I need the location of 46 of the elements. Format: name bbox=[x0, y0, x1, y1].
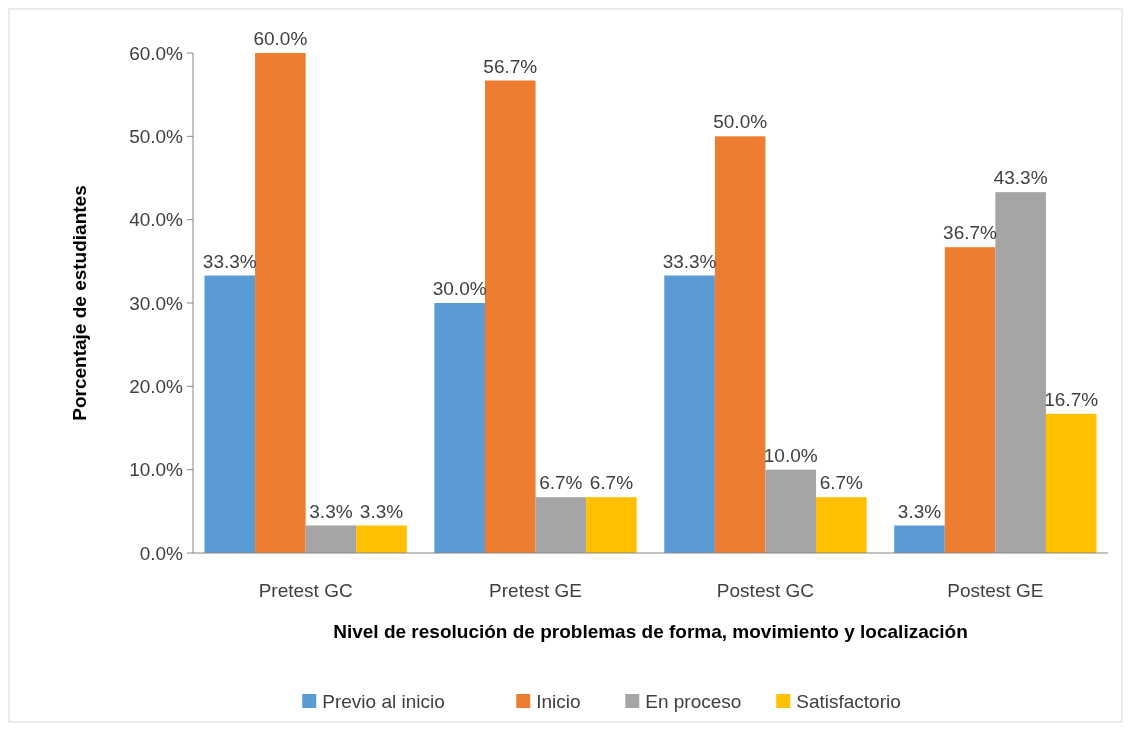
data-label: 6.7% bbox=[539, 472, 583, 494]
bar bbox=[894, 525, 945, 553]
bar bbox=[434, 303, 485, 553]
bar bbox=[356, 525, 407, 553]
bar bbox=[765, 469, 817, 553]
data-label: 50.0% bbox=[713, 111, 768, 133]
data-label: 16.7% bbox=[1044, 388, 1099, 410]
legend-label: En proceso bbox=[645, 691, 742, 712]
bar bbox=[1045, 413, 1097, 553]
bar bbox=[255, 53, 306, 553]
bar bbox=[664, 275, 715, 553]
data-label: 36.7% bbox=[943, 222, 998, 244]
legend-label: Previo al inicio bbox=[322, 691, 445, 712]
legend-label: Satisfactorio bbox=[796, 691, 901, 712]
bar bbox=[204, 275, 256, 553]
x-tick-label: Postest GE bbox=[947, 580, 1044, 601]
y-tick-label: 0.0% bbox=[139, 542, 184, 564]
bar bbox=[586, 497, 637, 553]
data-label: 3.3% bbox=[897, 500, 942, 522]
y-tick-label: 50.0% bbox=[129, 125, 184, 147]
bar bbox=[305, 525, 357, 553]
y-tick-label: 60.0% bbox=[129, 42, 184, 64]
y-tick-label: 40.0% bbox=[129, 209, 184, 231]
x-tick-label: Postest GC bbox=[716, 580, 815, 601]
bar bbox=[484, 80, 536, 553]
legend-label: Inicio bbox=[536, 691, 581, 712]
bar bbox=[995, 192, 1046, 553]
data-label: 56.7% bbox=[483, 55, 538, 77]
data-label: 3.3% bbox=[309, 500, 353, 522]
x-tick-label: Pretest GE bbox=[489, 580, 583, 601]
x-tick-label: Pretest GC bbox=[258, 580, 353, 601]
data-label: 6.7% bbox=[589, 472, 634, 494]
bar bbox=[535, 497, 587, 553]
y-tick-label: 10.0% bbox=[129, 459, 184, 481]
bar bbox=[816, 497, 867, 553]
data-label: 60.0% bbox=[253, 28, 308, 49]
bar bbox=[944, 247, 996, 553]
y-tick-label: 30.0% bbox=[129, 292, 184, 314]
data-label: 6.7% bbox=[819, 472, 864, 494]
data-label: 3.3% bbox=[359, 500, 404, 522]
y-axis-title: Porcentaje de estudiantes bbox=[69, 185, 90, 421]
bar bbox=[714, 136, 766, 553]
y-tick-label: 20.0% bbox=[129, 375, 184, 397]
data-label: 43.3% bbox=[993, 167, 1048, 189]
x-axis-title: Nivel de resolución de problemas de forma, movimiento y localización bbox=[333, 621, 968, 642]
data-label: 10.0% bbox=[763, 444, 818, 466]
